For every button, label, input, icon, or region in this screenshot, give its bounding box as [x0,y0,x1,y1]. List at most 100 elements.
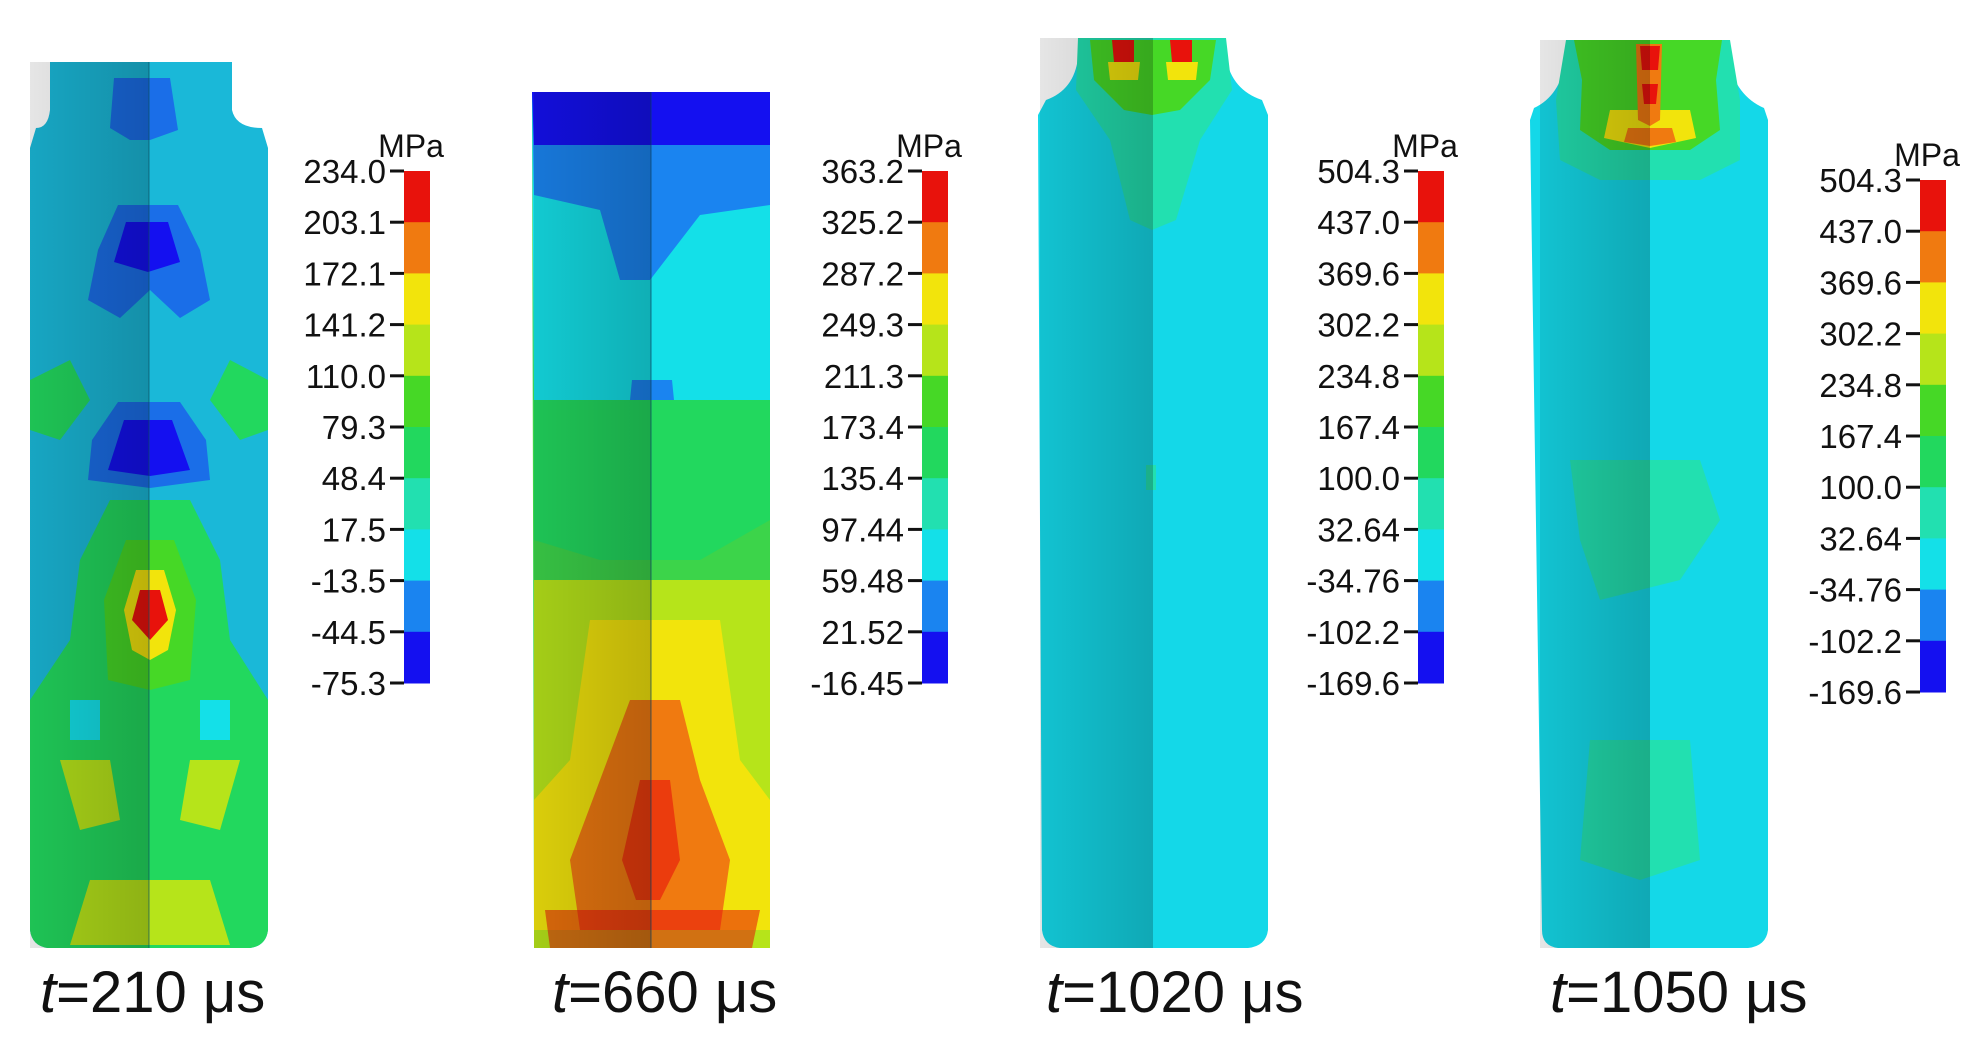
colorbar-swatch [1920,589,1946,642]
colorbar-swatch [922,427,948,479]
colorbar-tick-label: -34.76 [1808,572,1902,609]
colorbar-tick-label: 110.0 [306,358,386,395]
contour-green [210,360,268,440]
colorbar-swatch [1418,631,1444,684]
colorbar-swatch [1418,580,1444,633]
colorbar-swatch [1418,324,1444,377]
colorbar-tick-label: -75.3 [311,665,386,702]
colorbar-tick-label: 234.8 [1819,367,1902,404]
specimen-shaded-half [1540,40,1650,948]
colorbar-swatch [404,171,430,223]
colorbar-swatch [404,631,430,684]
colorbar-tick-label: 504.3 [1317,153,1400,190]
colorbar-swatch [1920,333,1946,386]
colorbar-swatch [1920,282,1946,335]
colorbar-tick-label: 32.64 [1819,520,1902,557]
colorbar-swatch [922,171,948,223]
specimen-3 [1038,38,1268,948]
colorbar-swatch [404,478,430,530]
colorbar-swatch [1920,640,1946,693]
colorbar-swatch [1418,222,1444,274]
colorbar-tick-label: 302.2 [1317,307,1400,344]
time-label-4: t=1050 μs [1550,960,1808,1025]
specimen-4 [1530,40,1768,948]
colorbar-tick-label: -16.45 [810,665,904,702]
colorbar-tick-label: 97.44 [821,511,904,548]
colorbar-tick-label: 363.2 [821,153,904,190]
colorbar-tick-label: 141.2 [303,307,386,344]
colorbar-tick-label: 287.2 [821,255,904,292]
colorbar-swatch [1418,529,1444,582]
contour-red [1170,40,1192,62]
colorbar-tick-label: 173.4 [821,409,904,446]
colorbar-swatch [1418,171,1444,223]
colorbar-swatch [1418,427,1444,479]
colorbar-tick-label: 211.3 [824,358,904,395]
specimen-2 [532,92,770,948]
colorbar-tick-label: 21.52 [821,614,904,651]
colorbar-swatch [922,631,948,684]
colorbar-swatch [922,375,948,428]
specimen-1 [30,62,268,948]
colorbar-swatch [922,478,948,530]
colorbar-tick-label: -44.5 [311,614,386,651]
colorbar-swatch [922,580,948,633]
colorbar-tick-label: -13.5 [311,563,386,600]
colorbar-tick-label: 234.8 [1317,358,1400,395]
colorbar-swatch [1920,384,1946,437]
colorbar-unit-label: MPa [1894,137,1960,173]
contour-yellow-green [180,760,240,830]
colorbar-swatch [1418,478,1444,530]
colorbar-tick-label: 437.0 [1317,204,1400,241]
colorbar-swatch [1418,273,1444,326]
colorbar-swatch [404,375,430,428]
specimen-shaded-half [30,62,149,948]
colorbar-tick-label: 249.3 [821,307,904,344]
colorbar-swatch [404,222,430,274]
colorbar-swatch [404,273,430,326]
contour-yellow [1166,62,1198,80]
colorbar-tick-label: 203.1 [303,204,386,241]
colorbar-unit-label: MPa [896,128,962,164]
colorbar-swatch [404,427,430,479]
colorbar-tick-label: 79.3 [322,409,386,446]
colorbar-swatch [922,529,948,582]
colorbar-tick-label: 504.3 [1819,162,1902,199]
colorbar-tick-label: -102.2 [1808,623,1902,660]
colorbar-swatch [1920,538,1946,591]
colorbar-tick-label: -169.6 [1808,674,1902,711]
colorbar-swatch [404,580,430,633]
colorbar-swatch [1920,180,1946,232]
colorbar-tick-label: 167.4 [1819,418,1902,455]
colorbar-swatch [404,324,430,377]
colorbar-swatch [1418,375,1444,428]
colorbar-tick-label: 59.48 [821,563,904,600]
colorbar-swatch [922,273,948,326]
colorbar-tick-label: 32.64 [1317,511,1400,548]
colorbar-swatch [922,222,948,274]
colorbar-tick-label: 325.2 [821,204,904,241]
colorbar-tick-label: 172.1 [303,255,386,292]
colorbar-swatch [404,529,430,582]
time-label-3: t=1020 μs [1046,960,1304,1025]
colorbar-tick-label: 135.4 [821,460,904,497]
colorbar-tick-label: 100.0 [1819,469,1902,506]
colorbar-swatch [1920,436,1946,488]
colorbar-tick-label: 302.2 [1819,316,1902,353]
colorbar-tick-label: 167.4 [1317,409,1400,446]
colorbar-swatch [922,324,948,377]
colorbar-tick-label: 234.0 [303,153,386,190]
colorbar-tick-label: 48.4 [322,460,386,497]
time-label-1: t=210 μs [40,960,265,1025]
colorbar-tick-label: 369.6 [1819,264,1902,301]
colorbar-tick-label: 437.0 [1819,213,1902,250]
colorbar-unit-label: MPa [378,128,444,164]
